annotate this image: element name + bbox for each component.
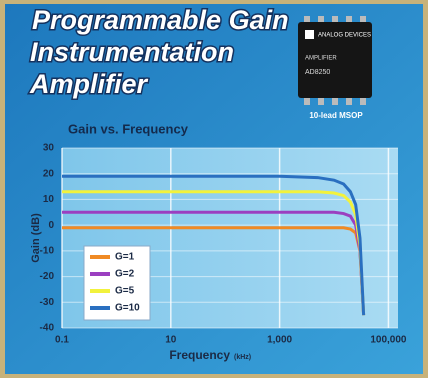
chart: Programmable Gain Instrumentation Amplif… xyxy=(0,0,428,378)
y-tick-label: -30 xyxy=(40,297,55,308)
package: 10-lead MSOP xyxy=(309,111,363,120)
y-tick-label: 20 xyxy=(43,168,55,179)
x-axis-unit: (kHz) xyxy=(234,354,251,361)
legend-label: G=5 xyxy=(115,286,135,297)
headline: Instrumentation xyxy=(30,37,234,67)
headline: Amplifier xyxy=(29,69,149,99)
legend: G=1 G=2 G=5 G=10 xyxy=(84,246,150,320)
y-tick-label: 10 xyxy=(43,194,55,205)
part: AD8250 xyxy=(305,69,330,76)
legend-label: G=2 xyxy=(115,269,135,280)
x-tick-label: 100,000 xyxy=(370,335,407,346)
chip: ANALOG DEVICES AMPLIFIER AD8250 xyxy=(298,16,372,105)
x-tick-label: 1,000 xyxy=(267,335,292,346)
x-axis-label: Frequency xyxy=(169,348,230,362)
y-tick-label: -10 xyxy=(40,245,55,256)
headline: Programmable Gain xyxy=(32,5,289,35)
y-tick-label: 30 xyxy=(43,143,55,154)
legend-label: G=10 xyxy=(115,303,140,314)
x-tick-label: 10 xyxy=(165,335,177,346)
chart-title: Gain vs. Frequency xyxy=(68,121,189,136)
x-tick-label: 0.1 xyxy=(55,335,69,346)
y-tick-label: 0 xyxy=(48,220,54,231)
family: AMPLIFIER xyxy=(305,56,337,62)
legend-label: G=1 xyxy=(115,252,135,263)
y-tick-label: -40 xyxy=(40,323,55,334)
y-tick-label: -20 xyxy=(40,271,55,282)
brand: ANALOG DEVICES xyxy=(318,33,371,39)
